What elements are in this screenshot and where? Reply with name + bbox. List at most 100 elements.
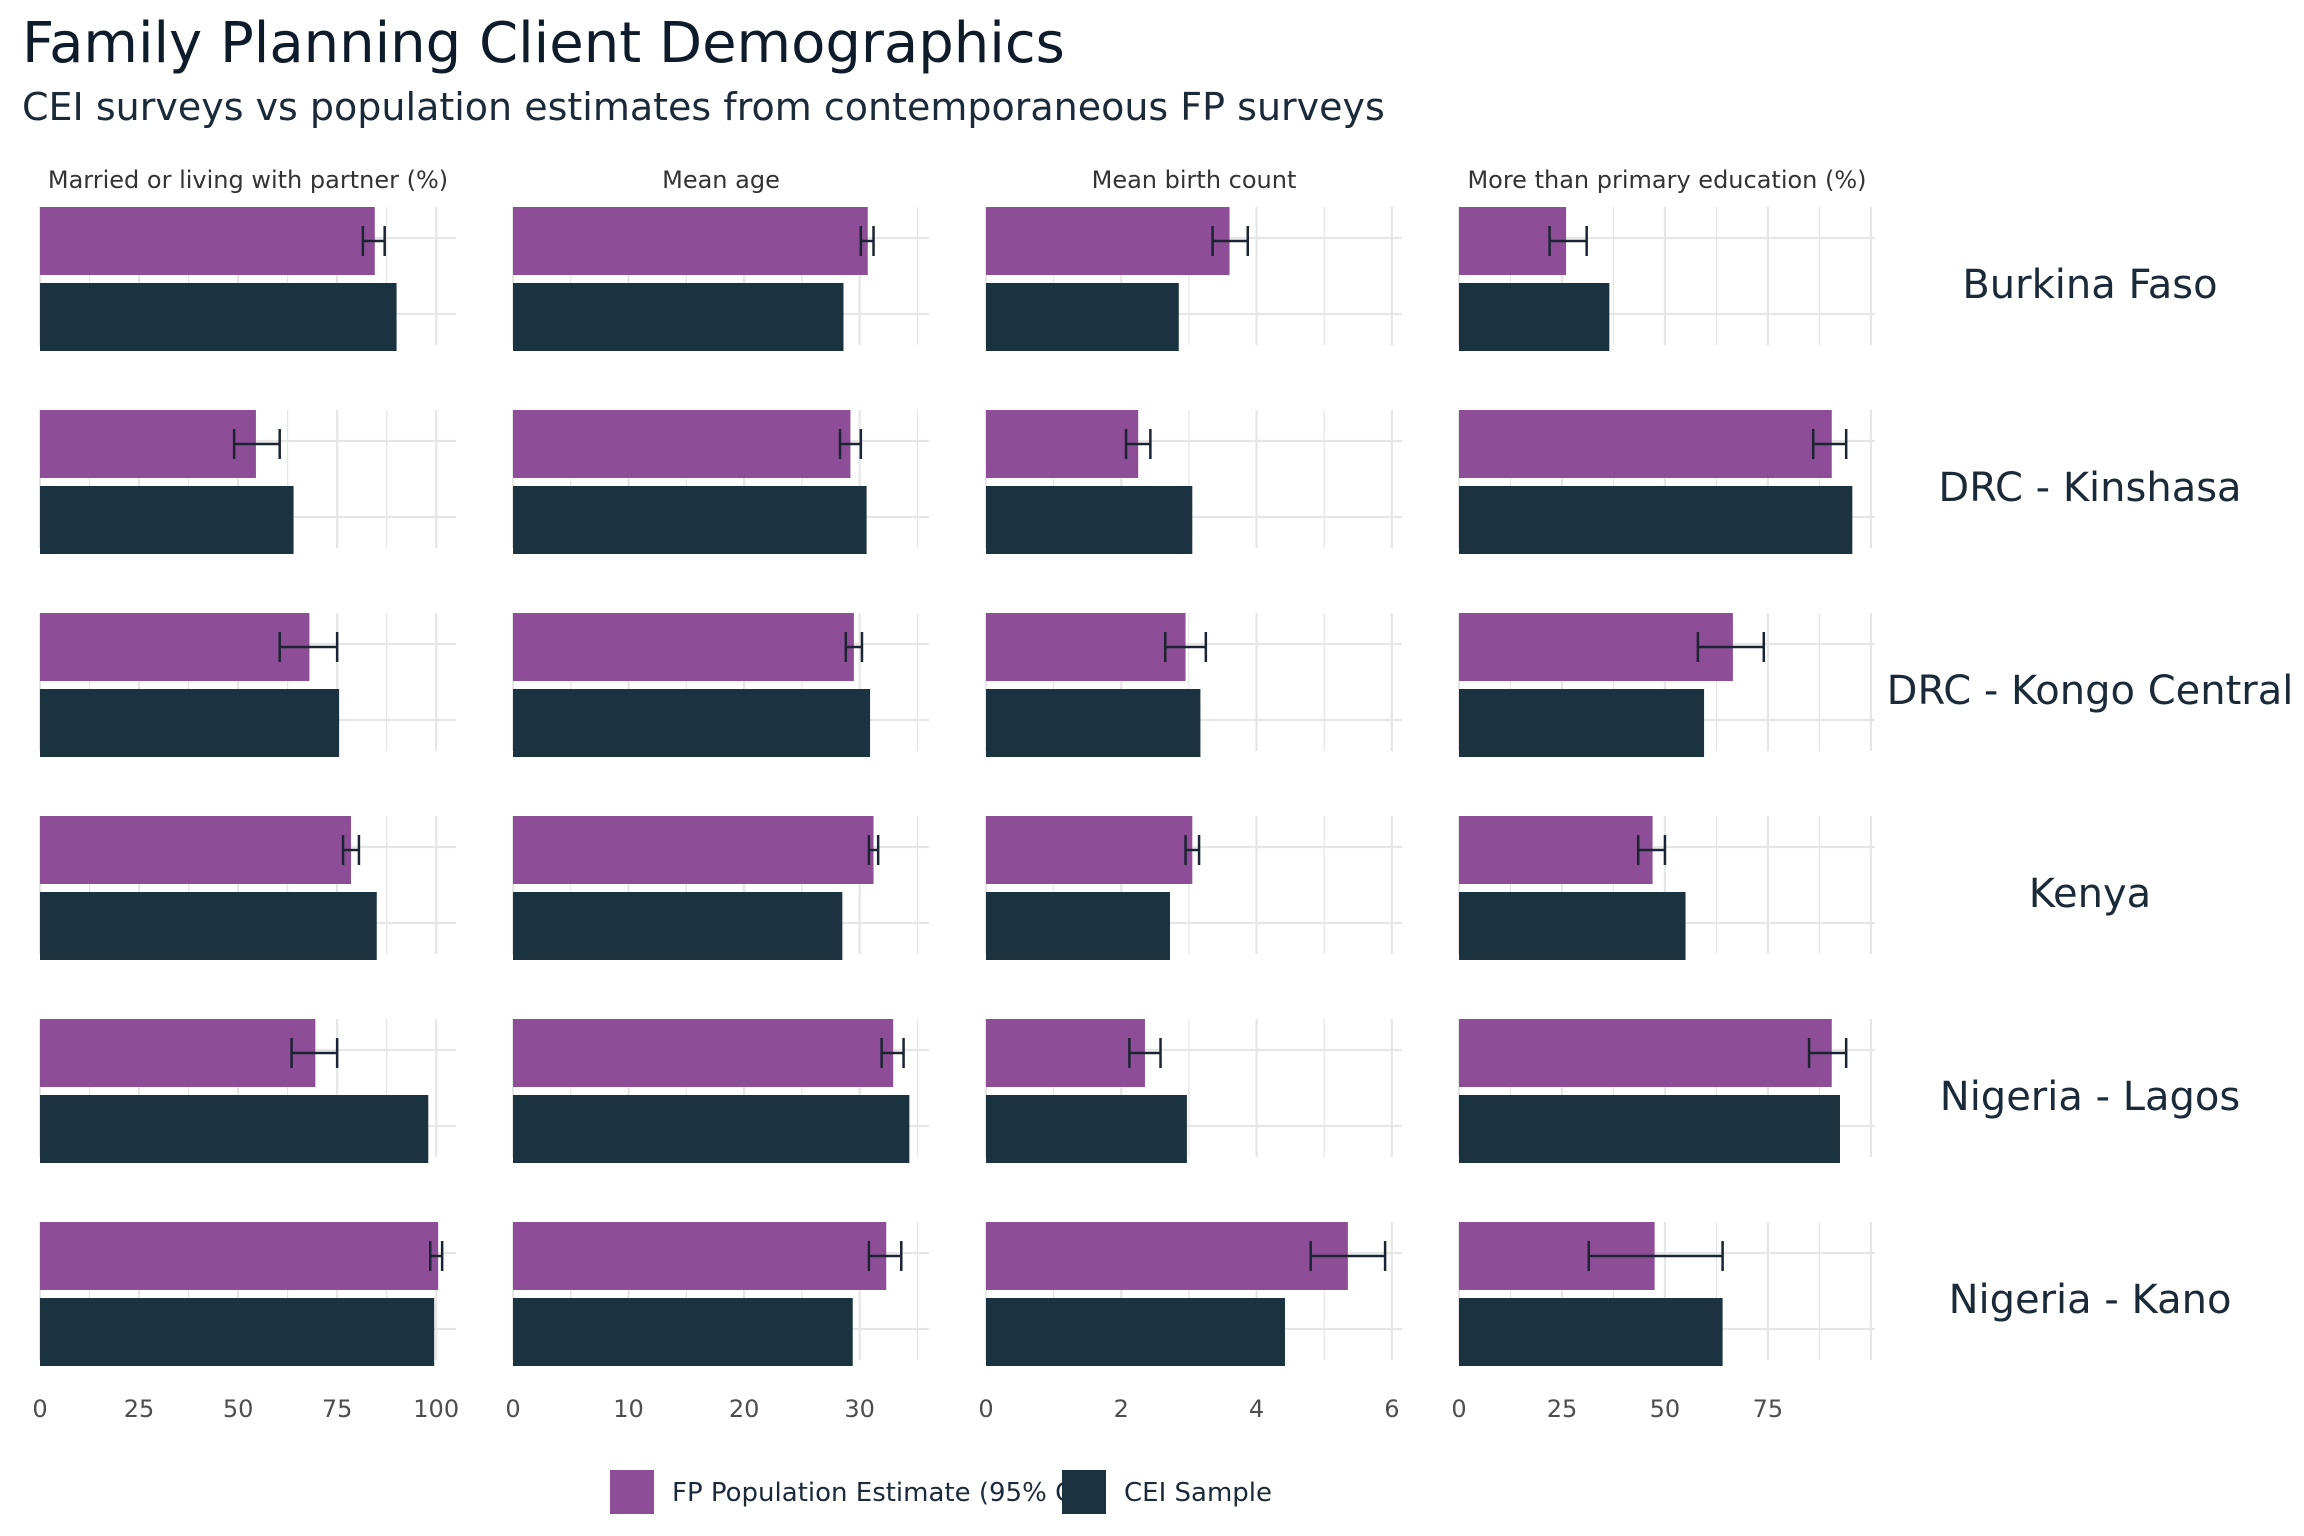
bar-fp [986,1222,1348,1290]
bar-fp [986,613,1186,681]
bar-fp [40,816,352,884]
bar-cei [1459,486,1853,554]
bar-cei [986,486,1193,554]
panel-4-row-4 [1457,816,1875,960]
x-tick-label: 0 [978,1395,993,1423]
x-tick-label: 0 [1451,1395,1466,1423]
bar-fp [986,816,1193,884]
bar-cei [40,689,340,757]
panel-2-row-3 [511,613,929,757]
panel-2-row-6 [511,1222,929,1366]
chart-subtitle: CEI surveys vs population estimates from… [22,85,1385,129]
bar-fp [986,207,1230,275]
x-tick-label: 100 [413,1395,459,1423]
x-tick-label: 6 [1384,1395,1399,1423]
panel-3-row-1 [984,207,1402,351]
x-tick-label: 0 [32,1395,47,1423]
bar-fp [513,207,868,275]
facet-panels [38,207,1875,1366]
bar-fp [986,410,1139,478]
bar-fp [1459,410,1832,478]
legend-key-cei [1062,1470,1106,1514]
bar-fp [513,410,851,478]
panel-4-row-2 [1457,410,1875,554]
bar-fp [40,1222,439,1290]
bar-cei [40,283,397,351]
bar-fp [986,1019,1145,1087]
legend-label-fp: FP Population Estimate (95% CI) [672,1478,1091,1508]
legend: FP Population Estimate (95% CI) CEI Samp… [610,1470,1272,1514]
bar-cei [513,1095,910,1163]
panel-1-row-3 [38,613,456,757]
legend-key-fp [610,1470,654,1514]
panel-4-row-1 [1457,207,1875,351]
facet-row-label: Nigeria - Kano [1949,1277,2232,1323]
x-tick-label: 25 [1547,1395,1578,1423]
bar-fp [1459,613,1733,681]
bar-cei [1459,892,1686,960]
panel-4-row-6 [1457,1222,1875,1366]
facet-label-1: Married or living with partner (%) [48,166,448,194]
facet-row-label: Nigeria - Lagos [1940,1074,2240,1120]
bar-fp [1459,816,1653,884]
panel-2-row-5 [511,1019,929,1163]
x-tick-label: 50 [1650,1395,1681,1423]
panel-4-row-5 [1457,1019,1875,1163]
panel-3-row-6 [984,1222,1402,1366]
bar-cei [986,283,1179,351]
facet-label-3: Mean birth count [1092,166,1297,194]
bar-cei [513,689,871,757]
x-tick-label: 10 [613,1395,644,1423]
bar-fp [40,207,375,275]
bar-fp [40,1019,316,1087]
bar-cei [1459,283,1610,351]
legend-label-cei: CEI Sample [1124,1478,1272,1508]
x-tick-label: 4 [1249,1395,1264,1423]
facet-label-2: Mean age [662,166,780,194]
panel-2-row-2 [511,410,929,554]
panel-3-row-4 [984,816,1402,960]
bar-cei [40,1095,429,1163]
bar-cei [513,283,844,351]
x-tick-label: 20 [729,1395,760,1423]
bar-fp [1459,207,1567,275]
bar-fp [40,613,310,681]
bar-cei [40,892,377,960]
facet-column-labels: Married or living with partner (%) Mean a… [48,166,1867,194]
x-tick-label: 2 [1114,1395,1129,1423]
facet-row-label: DRC - Kinshasa [1938,465,2241,511]
bar-fp [40,410,256,478]
facet-row-label: Kenya [2029,871,2151,917]
panel-3-row-2 [984,410,1402,554]
bar-cei [986,689,1201,757]
bar-fp [513,613,854,681]
bar-cei [40,1298,435,1366]
x-tick-label: 75 [322,1395,353,1423]
bar-cei [1459,689,1705,757]
bar-fp [513,816,874,884]
bar-cei [986,1298,1285,1366]
panel-3-row-3 [984,613,1402,757]
bar-cei [986,892,1170,960]
bar-cei [1459,1095,1840,1163]
panel-1-row-2 [38,410,456,554]
x-tick-label: 0 [505,1395,520,1423]
panel-1-row-4 [38,816,456,960]
panel-1-row-1 [38,207,456,351]
panel-1-row-5 [38,1019,456,1163]
panel-2-row-1 [511,207,929,351]
chart-title: Family Planning Client Demographics [22,11,1065,76]
bar-cei [513,1298,853,1366]
bar-cei [986,1095,1187,1163]
x-tick-label: 50 [223,1395,254,1423]
x-tick-label: 75 [1753,1395,1784,1423]
bar-cei [1459,1298,1723,1366]
facet-label-4: More than primary education (%) [1467,166,1866,194]
bar-cei [513,486,867,554]
facet-row-labels: Burkina Faso DRC - Kinshasa DRC - Kongo Ce… [1887,262,2294,1323]
bar-fp [513,1222,887,1290]
panel-1-row-6 [38,1222,456,1366]
facet-row-label: Burkina Faso [1962,262,2217,308]
bar-fp [1459,1019,1832,1087]
